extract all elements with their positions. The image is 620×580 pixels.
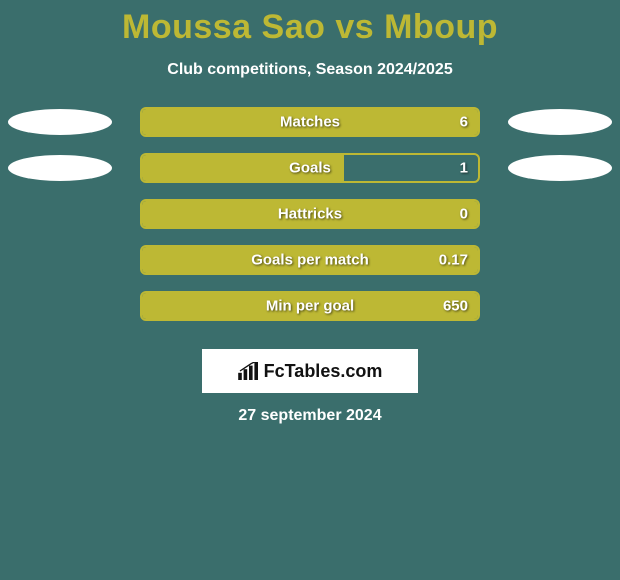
stat-label: Matches: [280, 114, 340, 131]
stat-value: 6: [460, 114, 468, 131]
stat-label: Hattricks: [278, 206, 342, 223]
brand-name: FcTables.com: [264, 361, 383, 382]
stat-label: Goals: [289, 160, 331, 177]
stat-row: Matches 6: [0, 107, 620, 137]
stat-row: Goals per match 0.17: [0, 245, 620, 275]
stat-value: 650: [443, 298, 468, 315]
stat-row: Goals 1: [0, 153, 620, 183]
chart-container: Moussa Sao vs Mboup Club competitions, S…: [0, 0, 620, 425]
stat-bar: Goals 1: [140, 153, 480, 183]
stat-bar: Goals per match 0.17: [140, 245, 480, 275]
stat-row: Hattricks 0: [0, 199, 620, 229]
stat-value: 0.17: [439, 252, 468, 269]
stat-bar: Min per goal 650: [140, 291, 480, 321]
footer-date: 27 september 2024: [0, 407, 620, 425]
subtitle: Club competitions, Season 2024/2025: [0, 61, 620, 79]
avatar-right: [508, 155, 612, 181]
chart-icon: [238, 362, 260, 380]
stats-rows: Matches 6 Goals 1 Hattricks 0: [0, 107, 620, 321]
stat-row: Min per goal 650: [0, 291, 620, 321]
stat-value: 1: [460, 160, 468, 177]
avatar-left: [8, 155, 112, 181]
page-title: Moussa Sao vs Mboup: [0, 8, 620, 47]
avatar-right: [508, 109, 612, 135]
stat-value: 0: [460, 206, 468, 223]
stat-label: Goals per match: [251, 252, 369, 269]
avatar-left: [8, 109, 112, 135]
stat-bar: Hattricks 0: [140, 199, 480, 229]
stat-label: Min per goal: [266, 298, 354, 315]
stat-bar: Matches 6: [140, 107, 480, 137]
brand-logo[interactable]: FcTables.com: [202, 349, 418, 393]
